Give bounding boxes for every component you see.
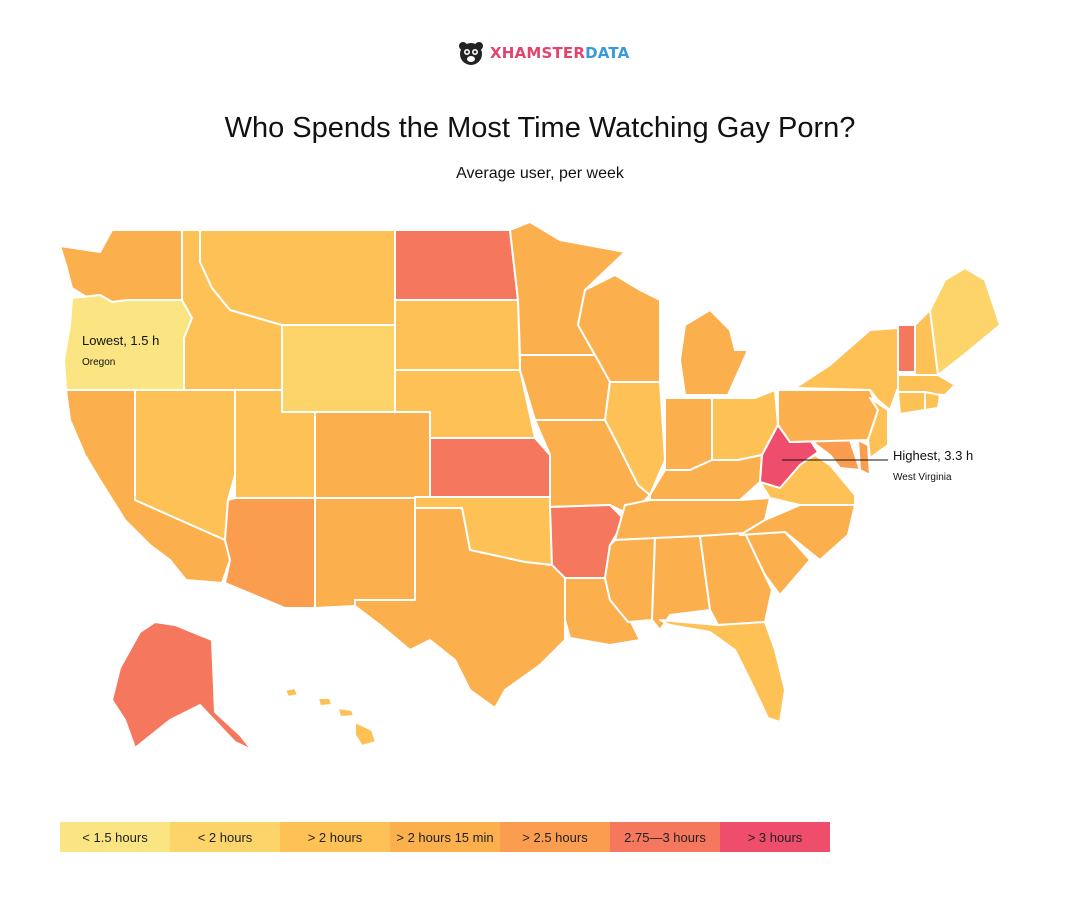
legend-item: > 3 hours xyxy=(720,822,830,852)
brand-name: XHAMSTERDATA xyxy=(490,44,629,62)
color-legend: < 1.5 hours < 2 hours > 2 hours > 2 hours 1… xyxy=(60,822,830,852)
legend-item: < 2 hours xyxy=(170,822,280,852)
legend-item: > 2.5 hours xyxy=(500,822,610,852)
legend-item: > 2 hours 15 min xyxy=(390,822,500,852)
state-rhode-island[interactable] xyxy=(924,391,941,411)
state-massachusetts[interactable] xyxy=(897,374,956,396)
state-connecticut[interactable] xyxy=(897,391,926,415)
state-north-dakota[interactable] xyxy=(394,229,519,301)
state-vermont[interactable] xyxy=(897,324,916,373)
state-wyoming[interactable] xyxy=(281,324,396,413)
state-arizona[interactable] xyxy=(224,497,316,609)
state-florida[interactable] xyxy=(659,619,786,723)
state-kansas[interactable] xyxy=(429,437,551,498)
state-hawaii[interactable] xyxy=(284,687,377,747)
page-title: Who Spends the Most Time Watching Gay Po… xyxy=(224,112,856,144)
legend-item-label: 2.75—3 hours xyxy=(624,829,706,845)
state-maine[interactable] xyxy=(929,267,1001,376)
lowest-callout-title: Lowest, 1.5 h xyxy=(82,333,159,348)
state-south-dakota[interactable] xyxy=(394,299,521,371)
state-pennsylvania[interactable] xyxy=(777,389,879,443)
state-washington[interactable] xyxy=(59,229,183,303)
legend-item: 2.75—3 hours xyxy=(610,822,720,852)
legend-item-label: > 2 hours 15 min xyxy=(396,829,494,845)
state-texas[interactable] xyxy=(354,507,566,709)
highest-callout-state: West Virginia xyxy=(893,472,952,483)
brand-logo: XHAMSTERDATA xyxy=(458,38,629,68)
page-subtitle: Average user, per week xyxy=(456,165,624,182)
brand-name-part1: XHAMSTER xyxy=(490,44,586,62)
legend-item: < 1.5 hours xyxy=(60,822,170,852)
state-indiana[interactable] xyxy=(664,397,713,471)
legend-item-label: > 2 hours xyxy=(307,829,363,845)
state-illinois[interactable] xyxy=(604,381,666,496)
state-new-mexico[interactable] xyxy=(314,497,416,609)
brand-name-part2: DATA xyxy=(585,44,630,62)
state-new-jersey[interactable] xyxy=(867,397,889,459)
state-michigan[interactable] xyxy=(679,309,749,396)
highest-callout-title: Highest, 3.3 h xyxy=(893,448,973,463)
legend-item-label: < 2 hours xyxy=(197,829,253,845)
state-alaska[interactable] xyxy=(111,621,253,751)
legend-item-label: > 3 hours xyxy=(747,829,803,845)
legend-item-label: < 1.5 hours xyxy=(82,829,148,845)
lowest-callout: Lowest, 1.5 h Oregon xyxy=(82,333,159,368)
lowest-callout-state: Oregon xyxy=(82,357,115,368)
state-north-carolina[interactable] xyxy=(739,504,856,561)
legend-item: > 2 hours xyxy=(280,822,390,852)
state-iowa[interactable] xyxy=(519,354,611,421)
highest-callout: Highest, 3.3 h West Virginia xyxy=(782,448,973,483)
state-colorado[interactable] xyxy=(314,411,431,499)
legend-item-label: > 2.5 hours xyxy=(522,829,588,845)
hamster-logo-icon xyxy=(459,42,483,65)
